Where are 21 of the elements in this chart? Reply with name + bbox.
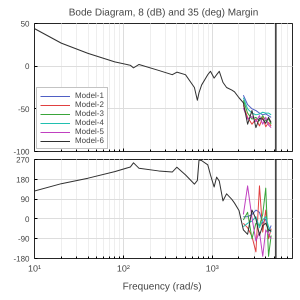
legend-label: Model-3 <box>75 109 104 118</box>
legend-label: Model-2 <box>75 100 104 109</box>
y-tick-label: -100 <box>13 148 30 156</box>
y-tick-label: 50 <box>20 20 30 28</box>
x-axis-title: Frequency (rad/s) <box>122 282 202 292</box>
legend-label: Model-4 <box>75 118 104 127</box>
y-tick-label: -90 <box>18 234 30 244</box>
y-tick-label: -180 <box>13 254 30 264</box>
y-tick-label: 180 <box>16 175 30 184</box>
chart-title: Bode Diagram, 8 (dB) and 35 (deg) Margin <box>68 8 258 18</box>
x-tick-label: 10³ <box>206 264 219 274</box>
y-tick-label: 0 <box>25 214 30 224</box>
legend-label: Model-1 <box>75 91 104 100</box>
legend-label: Model-5 <box>75 127 104 136</box>
y-tick-label: 90 <box>20 195 30 204</box>
x-tick-label: 10² <box>116 264 130 274</box>
x-tick-label: 10¹ <box>28 264 42 274</box>
y-tick-label: -50 <box>18 104 30 114</box>
y-tick-label: 0 <box>25 62 30 72</box>
legend-label: Model-6 <box>75 136 104 145</box>
y-tick-label: 270 <box>16 156 30 164</box>
